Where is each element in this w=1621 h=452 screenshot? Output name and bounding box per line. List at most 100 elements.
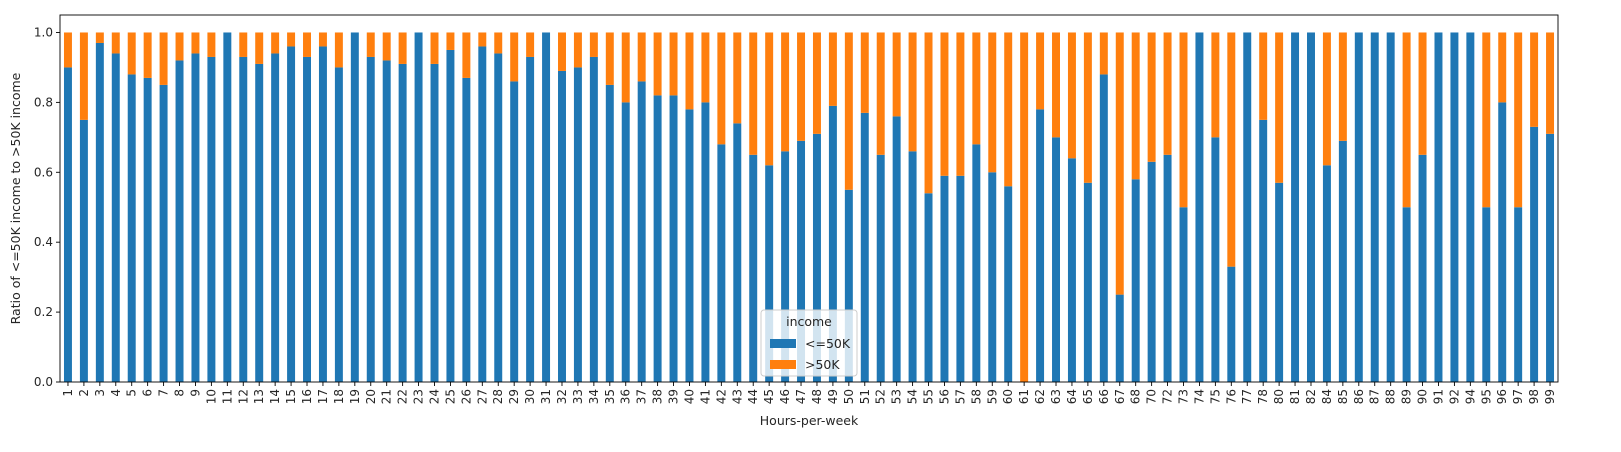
bar-le50k-25 [446,49,455,382]
x-tick-label: 27 [475,389,489,404]
bar-gt50k-61 [1020,32,1029,382]
bar-le50k-62 [1036,109,1045,383]
x-tick-label: 52 [874,389,888,404]
legend: income <=50K >50K [760,309,858,377]
bar-le50k-70 [1147,161,1156,382]
legend-title: income [786,314,832,329]
bar-gt50k-2 [79,32,88,120]
bar-gt50k-63 [1052,32,1060,138]
x-tick-label: 94 [1463,389,1477,404]
bar-gt50k-65 [1083,32,1092,183]
bar-gt50k-17 [318,32,327,47]
bar-le50k-57 [956,175,965,382]
x-tick-label: 2 [77,389,91,397]
bar-gt50k-66 [1099,32,1108,75]
bar-gt50k-51 [860,32,869,113]
bar-le50k-36 [621,102,630,382]
x-tick-label: 57 [953,389,967,404]
x-tick-label: 91 [1431,389,1445,404]
bar-le50k-34 [589,56,598,382]
bar-gt50k-43 [733,32,742,124]
x-tick-label: 14 [268,389,282,404]
x-tick-label: 16 [300,389,314,404]
x-tick-label: 78 [1256,389,1270,404]
x-tick-label: 11 [220,389,234,404]
x-tick-label: 72 [1161,389,1175,404]
bar-le50k-86 [1354,32,1363,382]
bar-le50k-85 [1338,140,1347,382]
x-tick-label: 68 [1129,389,1143,404]
bar-le50k-96 [1498,102,1507,382]
x-tick-label: 45 [762,389,776,404]
bar-le50k-15 [287,46,296,383]
x-tick-label: 51 [858,389,872,404]
x-tick-label: 31 [539,389,553,404]
x-tick-label: 23 [412,389,426,404]
bar-le50k-21 [382,60,391,382]
bars-layer [63,32,1555,383]
bar-gt50k-97 [1514,32,1523,208]
x-tick-label: 6 [141,389,155,397]
bar-le50k-98 [1530,126,1539,382]
bar-gt50k-39 [669,32,678,96]
bar-le50k-67 [1115,294,1124,382]
bar-le50k-51 [860,112,869,383]
bar-le50k-26 [462,77,471,382]
bar-le50k-14 [271,53,280,382]
bar-gt50k-12 [239,32,248,57]
bar-gt50k-38 [653,32,662,96]
bar-le50k-80 [1275,182,1284,382]
x-tick-label: 77 [1240,389,1254,404]
bar-le50k-33 [573,67,582,383]
bar-gt50k-18 [334,32,343,68]
bar-le50k-45 [765,165,774,382]
x-tick-label: 62 [1033,389,1047,404]
bar-le50k-37 [637,81,646,382]
x-tick-label: 18 [332,389,346,404]
bar-le50k-94 [1466,32,1475,382]
bar-le50k-44 [749,154,758,382]
bar-le50k-43 [733,123,742,382]
x-tick-label: 47 [794,389,808,404]
x-tick-label: 35 [603,389,617,404]
bar-gt50k-78 [1259,32,1268,120]
x-tick-label: 70 [1145,389,1159,404]
bar-le50k-46 [781,151,790,382]
y-tick-label: 0.0 [34,375,53,389]
bar-le50k-12 [239,56,248,382]
bar-le50k-3 [95,42,104,383]
bar-gt50k-1 [63,32,72,68]
bar-le50k-20 [366,56,375,382]
bar-le50k-27 [478,46,487,383]
bar-le50k-91 [1434,32,1443,382]
bar-gt50k-46 [781,32,790,152]
bar-gt50k-36 [621,32,630,103]
bar-le50k-16 [303,56,311,382]
x-tick-label: 41 [698,389,712,404]
x-tick-label: 82 [1304,389,1318,404]
bar-gt50k-45 [765,32,774,166]
x-tick-label: 21 [380,389,394,404]
bar-le50k-13 [255,63,264,383]
x-tick-label: 19 [348,389,362,404]
x-tick-label: 30 [523,389,537,404]
bar-le50k-10 [207,56,216,382]
x-tick-label: 81 [1288,389,1302,404]
bar-le50k-92 [1450,32,1459,382]
x-tick-label: 29 [507,389,521,404]
bar-gt50k-48 [812,32,821,134]
bar-le50k-65 [1083,182,1092,382]
bar-le50k-35 [605,84,614,383]
bar-gt50k-7 [159,32,168,85]
x-tick-label: 54 [906,389,920,404]
bar-le50k-48 [812,133,821,382]
bar-gt50k-68 [1131,32,1140,180]
x-tick-label: 60 [1001,389,1015,404]
bar-gt50k-16 [303,32,311,57]
bar-gt50k-41 [701,32,710,103]
x-tick-label: 26 [459,389,473,404]
bar-le50k-54 [908,151,917,382]
legend-box [760,309,858,377]
bar-gt50k-75 [1211,32,1220,138]
bar-le50k-84 [1322,165,1331,382]
